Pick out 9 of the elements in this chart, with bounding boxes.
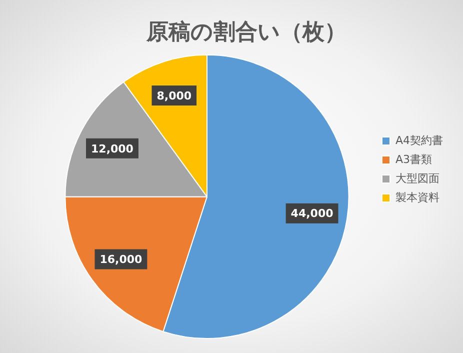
legend-label: A3書類 <box>395 152 432 166</box>
legend-label: 大型図面 <box>395 172 440 185</box>
legend-label: 製本資料 <box>395 190 440 204</box>
chart-title: 原稿の割合い（枚） <box>146 20 346 45</box>
data-label: 12,000 <box>91 142 134 156</box>
data-label: 16,000 <box>100 253 143 266</box>
data-label: 44,000 <box>290 207 334 220</box>
data-label: 8,000 <box>156 89 192 102</box>
legend-label: A4契約書 <box>395 134 444 147</box>
